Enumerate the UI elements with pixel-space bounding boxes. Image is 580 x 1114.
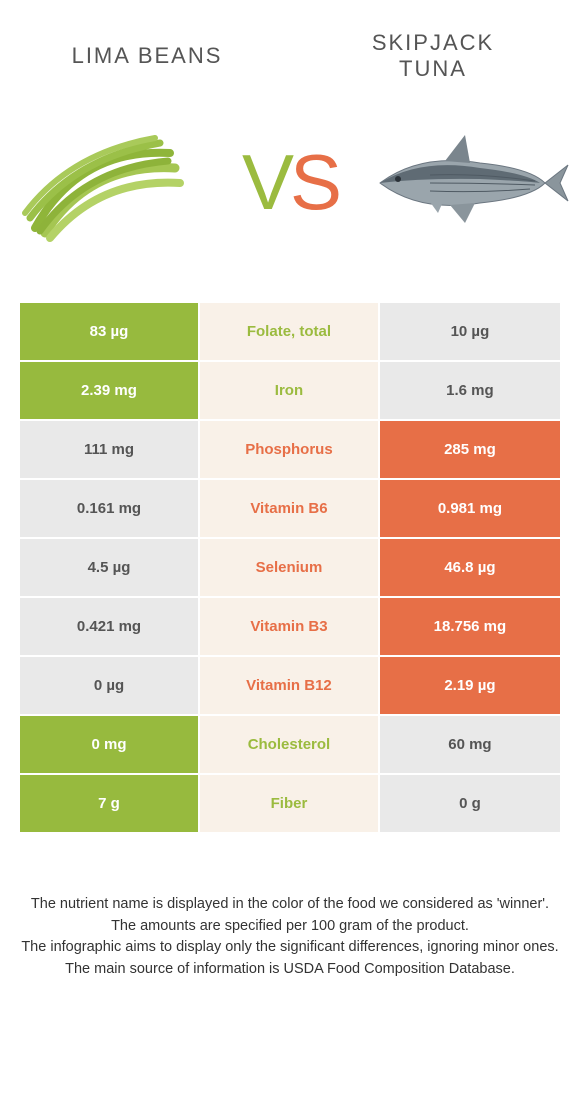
nutrient-label: Cholesterol	[200, 716, 380, 773]
vs-s: S	[290, 138, 338, 226]
vs-v: V	[242, 138, 290, 226]
value-left: 0 mg	[20, 716, 200, 773]
value-left: 4.5 µg	[20, 539, 200, 596]
nutrient-label: Vitamin B6	[200, 480, 380, 537]
vs-label: VS	[242, 137, 338, 228]
value-right: 285 mg	[380, 421, 560, 478]
nutrient-label: Iron	[200, 362, 380, 419]
table-row: 0.161 mgVitamin B60.981 mg	[20, 480, 560, 539]
title-right: SKIPJACK TUNA	[316, 30, 550, 83]
value-right: 1.6 mg	[380, 362, 560, 419]
table-row: 2.39 mgIron1.6 mg	[20, 362, 560, 421]
comparison-table: 83 µgFolate, total10 µg2.39 mgIron1.6 mg…	[20, 303, 560, 834]
value-left: 83 µg	[20, 303, 200, 360]
title-left: LIMA BEANS	[30, 43, 264, 69]
nutrient-label: Phosphorus	[200, 421, 380, 478]
footer-line: The main source of information is USDA F…	[20, 959, 560, 981]
nutrient-label: Vitamin B3	[200, 598, 380, 655]
table-row: 7 gFiber0 g	[20, 775, 560, 834]
value-right: 60 mg	[380, 716, 560, 773]
value-right: 10 µg	[380, 303, 560, 360]
footer-line: The nutrient name is displayed in the co…	[20, 894, 560, 916]
lima-beans-image	[20, 113, 200, 253]
value-left: 0.421 mg	[20, 598, 200, 655]
value-left: 111 mg	[20, 421, 200, 478]
table-row: 83 µgFolate, total10 µg	[20, 303, 560, 362]
value-left: 2.39 mg	[20, 362, 200, 419]
tuna-image	[380, 113, 560, 253]
value-left: 7 g	[20, 775, 200, 832]
nutrient-label: Vitamin B12	[200, 657, 380, 714]
table-row: 0 mgCholesterol60 mg	[20, 716, 560, 775]
value-right: 46.8 µg	[380, 539, 560, 596]
footer-line: The infographic aims to display only the…	[20, 937, 560, 959]
value-right: 0 g	[380, 775, 560, 832]
footer-line: The amounts are specified per 100 gram o…	[20, 916, 560, 938]
nutrient-label: Folate, total	[200, 303, 380, 360]
images-row: VS	[0, 93, 580, 303]
value-right: 2.19 µg	[380, 657, 560, 714]
table-row: 111 mgPhosphorus285 mg	[20, 421, 560, 480]
value-right: 18.756 mg	[380, 598, 560, 655]
header: LIMA BEANS SKIPJACK TUNA	[0, 0, 580, 93]
value-left: 0 µg	[20, 657, 200, 714]
value-right: 0.981 mg	[380, 480, 560, 537]
nutrient-label: Selenium	[200, 539, 380, 596]
nutrient-label: Fiber	[200, 775, 380, 832]
table-row: 0.421 mgVitamin B318.756 mg	[20, 598, 560, 657]
table-row: 4.5 µgSelenium46.8 µg	[20, 539, 560, 598]
table-row: 0 µgVitamin B122.19 µg	[20, 657, 560, 716]
value-left: 0.161 mg	[20, 480, 200, 537]
footer-notes: The nutrient name is displayed in the co…	[20, 894, 560, 981]
